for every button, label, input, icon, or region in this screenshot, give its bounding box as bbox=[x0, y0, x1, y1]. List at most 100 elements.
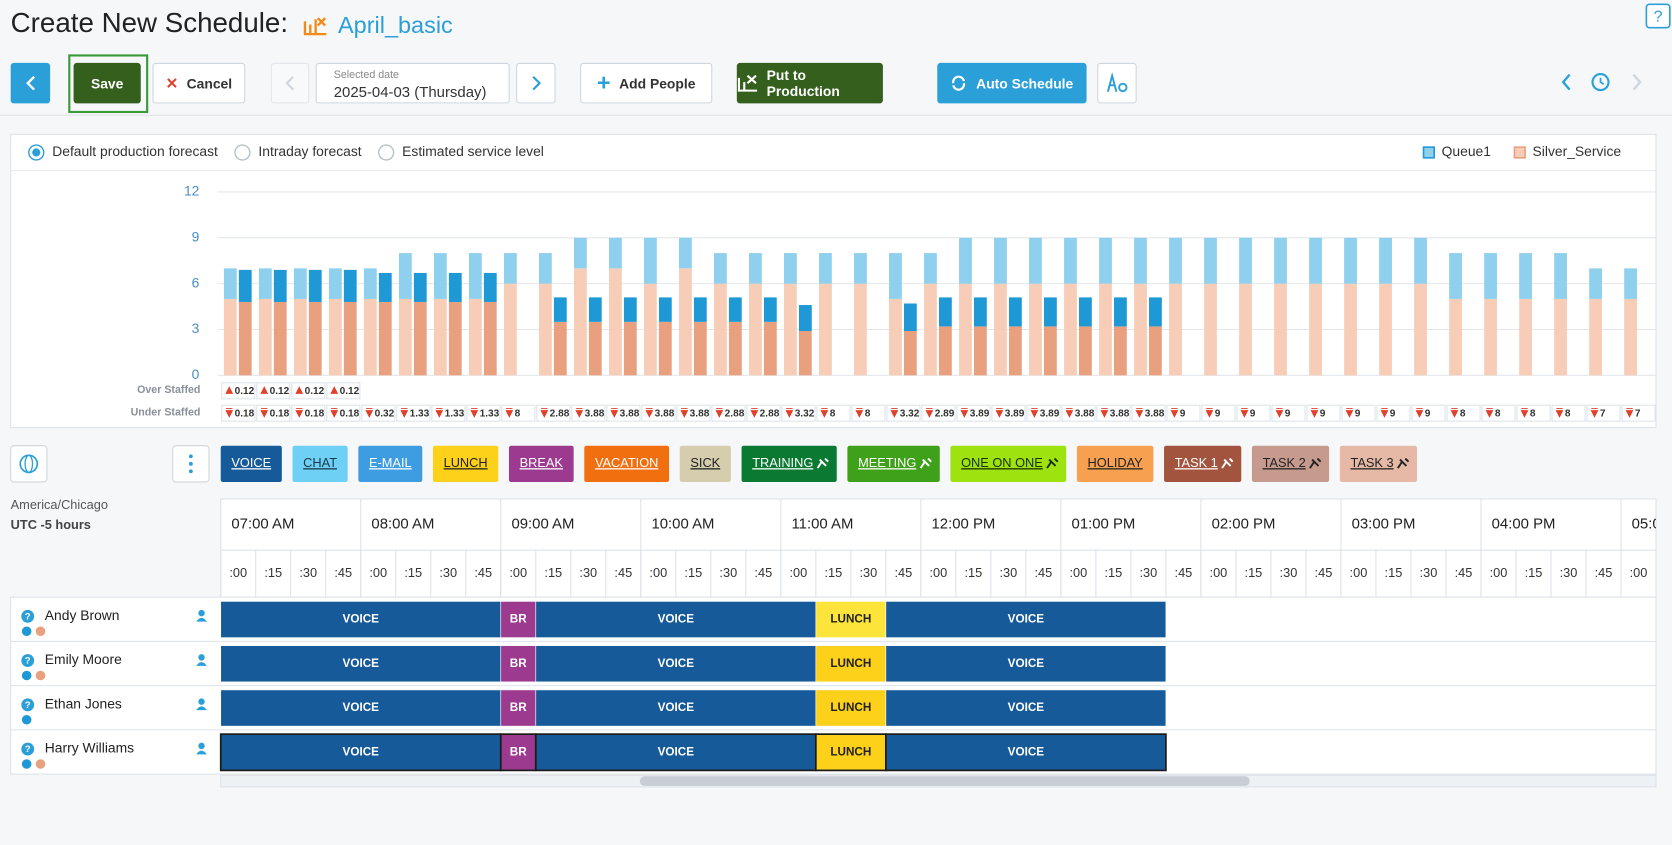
activity-chip[interactable] bbox=[679, 445, 731, 482]
activity-bar[interactable] bbox=[500, 601, 537, 638]
minute-label: :45 bbox=[334, 565, 352, 580]
person-name[interactable]: Harry Williams bbox=[45, 740, 134, 756]
staffing-value: 0.12 bbox=[305, 386, 325, 397]
staffing-arrow bbox=[1030, 407, 1039, 418]
forecast-bar bbox=[924, 253, 937, 284]
activity-bar[interactable] bbox=[884, 733, 1167, 772]
activity-chip-label: MEETING bbox=[858, 455, 916, 470]
activity-bar[interactable] bbox=[535, 689, 817, 727]
history-icon[interactable] bbox=[1591, 73, 1610, 92]
activity-bar[interactable] bbox=[814, 733, 887, 772]
minute-label: :00 bbox=[369, 565, 387, 580]
activity-chip[interactable] bbox=[1164, 445, 1242, 482]
forecast-bar bbox=[293, 268, 307, 299]
activity-chip[interactable] bbox=[741, 445, 837, 482]
scheduled-bar bbox=[448, 301, 462, 376]
activity-bar[interactable] bbox=[534, 733, 817, 772]
cancel-button[interactable]: ✕ Cancel bbox=[152, 62, 246, 104]
forecast-bar bbox=[714, 283, 727, 376]
activity-bar[interactable] bbox=[815, 645, 887, 683]
staffing-value: 9 bbox=[1425, 408, 1431, 419]
forecast-bar bbox=[889, 253, 902, 299]
activity-bar[interactable] bbox=[535, 601, 817, 638]
staffing-arrow bbox=[540, 407, 549, 418]
activity-bar[interactable] bbox=[499, 733, 537, 772]
forecast-bar bbox=[749, 283, 762, 376]
staffing-cell bbox=[1201, 404, 1236, 422]
forecast-bar bbox=[714, 253, 727, 284]
add-people-button[interactable]: + Add People bbox=[580, 62, 713, 104]
activity-chip[interactable] bbox=[358, 445, 423, 482]
activity-chip[interactable] bbox=[508, 445, 574, 482]
scheduled-bar bbox=[798, 305, 812, 332]
scheduled-bar bbox=[693, 297, 707, 322]
activity-chip[interactable] bbox=[847, 445, 940, 482]
forecast-bar bbox=[854, 253, 867, 284]
activity-bar[interactable] bbox=[220, 601, 502, 638]
activity-bar[interactable] bbox=[885, 689, 1167, 727]
activity-bar[interactable] bbox=[220, 645, 502, 683]
activity-bar[interactable] bbox=[885, 645, 1167, 683]
forecast-bar bbox=[1134, 237, 1147, 284]
activity-chip[interactable] bbox=[220, 445, 282, 482]
forecast-bar bbox=[1204, 237, 1217, 284]
activity-chip-label: TASK 3 bbox=[1350, 455, 1393, 470]
scheduled-bar bbox=[343, 269, 357, 302]
activity-bar[interactable] bbox=[535, 645, 817, 683]
auto-schedule-button[interactable]: Auto Schedule bbox=[937, 62, 1087, 104]
save-focus bbox=[68, 54, 149, 114]
forecast-bar bbox=[1519, 298, 1532, 376]
forecast-bar bbox=[1274, 237, 1287, 284]
date-picker[interactable]: Selected date 2025-04-03 (Thursday) bbox=[315, 62, 510, 104]
staffing-arrow bbox=[890, 407, 899, 418]
activity-bar[interactable] bbox=[815, 601, 887, 638]
activity-bar[interactable] bbox=[885, 601, 1167, 638]
forecast-bar bbox=[1344, 237, 1357, 284]
prev-date-button[interactable] bbox=[270, 62, 310, 104]
staffing-cell bbox=[676, 404, 711, 422]
radio[interactable] bbox=[378, 144, 395, 161]
history-back[interactable] bbox=[1561, 73, 1571, 91]
person-name[interactable]: Emily Moore bbox=[45, 651, 122, 667]
staffing-value: 0.18 bbox=[305, 408, 325, 419]
scrollbar-thumb[interactable] bbox=[639, 776, 1250, 786]
activity-chip[interactable] bbox=[1251, 445, 1330, 482]
staffing-cell bbox=[256, 404, 291, 422]
next-date-button[interactable] bbox=[516, 62, 556, 104]
radio[interactable] bbox=[234, 144, 251, 161]
activity-bar[interactable] bbox=[500, 645, 537, 683]
person-icon-body bbox=[196, 706, 207, 711]
forecast-bar bbox=[293, 298, 307, 376]
staffing-value: 9 bbox=[1355, 408, 1361, 419]
forecast-bar bbox=[679, 268, 692, 376]
back-button[interactable] bbox=[10, 62, 51, 104]
minute-label: :45 bbox=[1595, 565, 1613, 580]
activity-chip[interactable] bbox=[432, 445, 499, 482]
activity-bar[interactable] bbox=[500, 689, 537, 727]
hour-label: 02:00 PM bbox=[1212, 516, 1276, 533]
activity-bar[interactable] bbox=[220, 689, 502, 727]
scheduled-bar bbox=[938, 326, 952, 376]
save-button[interactable]: Save bbox=[73, 62, 141, 104]
person-name[interactable]: Ethan Jones bbox=[45, 695, 122, 711]
staffing-cell bbox=[1166, 404, 1201, 422]
history-forward[interactable] bbox=[1632, 73, 1642, 91]
timezone-button[interactable] bbox=[10, 445, 48, 483]
put-to-production-button[interactable]: Put to Production bbox=[736, 62, 883, 104]
activity-chip[interactable] bbox=[1339, 445, 1418, 482]
activity-bar[interactable] bbox=[219, 733, 502, 772]
activity-chip[interactable] bbox=[1076, 445, 1154, 482]
staffing-cell bbox=[711, 404, 746, 422]
settings-button[interactable] bbox=[1097, 62, 1137, 104]
activity-bar[interactable] bbox=[815, 689, 887, 727]
help-icon[interactable]: ? bbox=[1642, 0, 1672, 32]
activity-chip[interactable] bbox=[950, 445, 1067, 482]
activity-chip[interactable] bbox=[292, 445, 348, 482]
scheduled-bar bbox=[763, 321, 777, 376]
activity-chip[interactable] bbox=[584, 445, 670, 482]
minute-label: :45 bbox=[474, 565, 492, 580]
forecast-bar bbox=[1449, 253, 1462, 299]
forecast-bar bbox=[1624, 268, 1637, 299]
person-name[interactable]: Andy Brown bbox=[45, 607, 120, 623]
